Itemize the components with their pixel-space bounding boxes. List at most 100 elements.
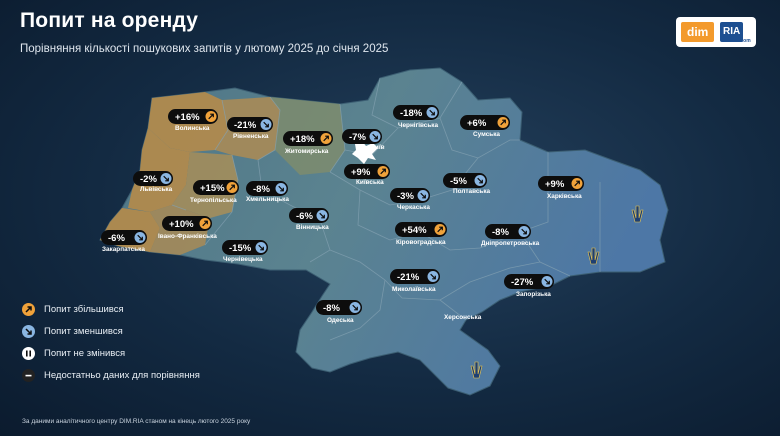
arrow-glyph [521,228,527,235]
arrow-down-right-icon [22,324,35,338]
region-5: +6% Сумська [460,115,510,138]
region-13: +10% Івано-Франківська [158,216,217,240]
change-value: +9% [545,179,565,190]
change-pill [227,117,273,132]
change-value: -6% [108,233,125,244]
arrow-glyph [380,168,386,175]
region-2: +18% Житомирська [283,131,333,155]
map-subtitle: Порівняння кількості пошукових запитів у… [20,43,389,55]
region-name: Волинська [175,125,210,132]
region-name: Тернопільська [190,196,237,204]
region-4: -18% Чернігівська [393,105,439,129]
region-6: -2%Львівська [133,171,173,193]
region-name: Закарпатська [102,246,145,253]
change-value: -7% [349,132,366,143]
region-7: +15% Тернопільська [190,180,239,204]
arrow-glyph [229,184,235,191]
trident-icon [587,247,600,265]
arrow-glyph [477,177,483,184]
change-value: +16% [175,112,200,123]
region-name: Вінницька [296,223,329,231]
change-value: +9% [351,167,371,178]
region-name: Київ [371,144,385,151]
legend-item-nodata: Недостатньо даних для порівняння [22,368,200,382]
legend-item-increase: Попит збільшився [22,302,124,316]
arrow-glyph [202,220,208,227]
change-value: +6% [467,118,487,129]
logo-ria-text: RIA [720,22,744,42]
region-1: -21%Рівненська [227,117,273,140]
change-pill [316,300,362,315]
logo-domain-text: .com [739,38,751,44]
change-pill [193,180,239,195]
legend-item-decrease: Попит зменшився [22,324,123,338]
arrow-glyph [500,119,506,126]
change-value: -21% [234,120,257,131]
region-shade-lvivska [128,128,190,212]
region-name: Івано-Франківська [158,232,217,240]
arrow-glyph [420,192,426,199]
legend-label: Недостатньо даних для порівняння [44,369,200,381]
source-footnote: За даними аналітичного центру DIM.RIA ст… [22,418,251,425]
region-20: -27% Запорізька [504,274,554,298]
arrow-glyph [263,121,269,128]
arrow-glyph [163,175,169,182]
region-8: -8%Хмельницька [246,181,289,203]
change-pill [504,274,554,289]
change-value: -5% [450,176,467,187]
change-value: -8% [492,227,509,238]
region-16: -15%Чернівецька [222,240,268,263]
region-14: -6%Вінницька [289,208,329,231]
legend-label: Попит не змінився [44,347,126,359]
change-pill [390,269,440,284]
legend-label: Попит зменшився [44,325,123,337]
change-pill [162,216,212,231]
arrow-glyph [429,109,435,116]
arrow-glyph [430,273,436,280]
region-name: Миколаївська [392,286,436,293]
change-pill [393,105,439,120]
arrow-glyph [137,234,143,241]
change-value: -8% [253,184,270,195]
map-title: Попит на оренду [20,9,199,32]
dimria-logo[interactable]: dim RIA .com [676,17,756,47]
region-3: -7% Київ [342,129,385,151]
change-pill [538,176,584,191]
arrow-glyph [437,226,443,233]
region-name: Одеська [327,317,354,324]
region-0: +16% Волинська [168,109,218,132]
change-value: +54% [402,225,427,236]
change-value: -27% [511,277,534,288]
change-pill [101,230,147,245]
arrow-glyph [372,133,378,140]
kyiv-city-shape [352,141,378,164]
arrow-glyph [278,185,284,192]
arrow-glyph [319,212,325,219]
region-12: -3% Черкаська [390,188,430,211]
legend-label: Попит збільшився [44,303,124,315]
change-pill [395,222,447,237]
change-value: -21% [397,272,420,283]
region-21: -8% Одеська [316,300,362,324]
change-pill [344,164,390,179]
arrow-up-right-icon [22,302,35,316]
legend-item-unchanged: Попит не змінився [22,346,125,360]
region-name: Чернігівська [398,121,438,129]
region-11: +9% Харківська [538,176,584,200]
region-name: Житомирська [284,148,329,155]
change-value: -6% [296,211,313,222]
pause-icon [22,346,35,360]
arrow-glyph [258,244,264,251]
arrow-glyph [352,304,358,311]
region-name: Запорізька [516,290,551,298]
change-pill [460,115,510,130]
change-pill [222,240,268,255]
region-name: Львівська [140,185,173,193]
trident-icon [631,205,644,223]
arrow-glyph [574,180,580,187]
region-name: Херсонська [444,314,482,321]
region-name: Полтавська [453,188,491,195]
trident-icon [470,361,483,379]
arrow-glyph [544,278,550,285]
